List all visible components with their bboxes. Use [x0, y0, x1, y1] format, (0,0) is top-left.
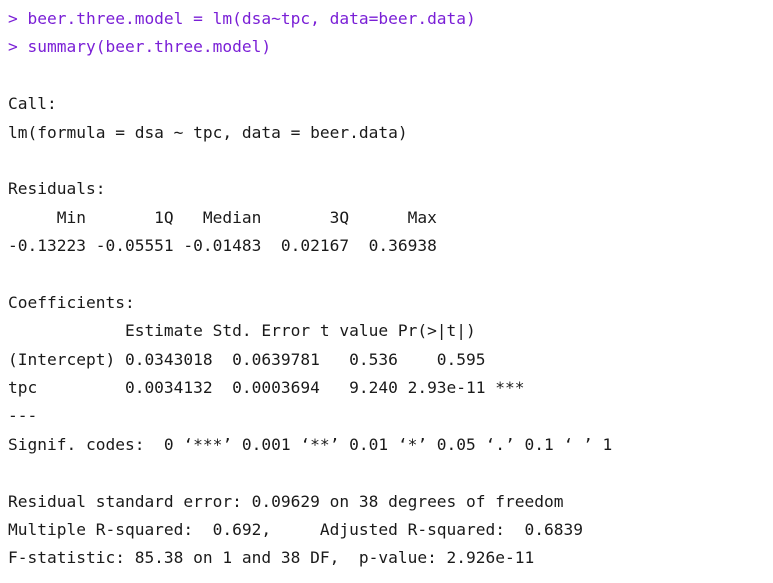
blank-line — [8, 459, 768, 487]
coefficients-row-intercept: (Intercept) 0.0343018 0.0639781 0.536 0.… — [8, 349, 525, 369]
residuals-values: -0.13223 -0.05551 -0.01483 0.02167 0.369… — [8, 236, 447, 256]
signif-codes: Signif. codes: 0 ‘***’ 0.001 ‘**’ 0.01 ‘… — [8, 434, 613, 454]
residuals-header: Residuals: — [8, 179, 106, 199]
f-statistic-line: F-statistic: 85.38 on 1 and 38 DF, p-val… — [8, 548, 535, 568]
command-line-summary: > summary(beer.three.model) — [8, 37, 272, 57]
call-formula: lm(formula = dsa ~ tpc, data = beer.data… — [8, 122, 408, 142]
r-squared-line: Multiple R-squared: 0.692, Adjusted R-sq… — [8, 520, 593, 540]
command-line-lm: > beer.three.model = lm(dsa~tpc, data=be… — [8, 9, 476, 28]
coefficients-columns: Estimate Std. Error t value Pr(>|t|) — [8, 321, 515, 341]
blank-line — [8, 147, 768, 175]
call-header: Call: — [8, 94, 57, 114]
coefficients-row-tpc: tpc 0.0034132 0.0003694 9.240 2.93e-11 *… — [8, 378, 525, 398]
blank-line — [8, 261, 768, 289]
residuals-columns: Min 1Q Median 3Q Max — [8, 207, 447, 227]
separator-line: --- — [8, 406, 38, 426]
r-console-output: > beer.three.model = lm(dsa~tpc, data=be… — [8, 5, 768, 573]
blank-line — [8, 62, 768, 90]
residual-standard-error: Residual standard error: 0.09629 on 38 d… — [8, 491, 564, 511]
coefficients-header: Coefficients: — [8, 292, 135, 312]
